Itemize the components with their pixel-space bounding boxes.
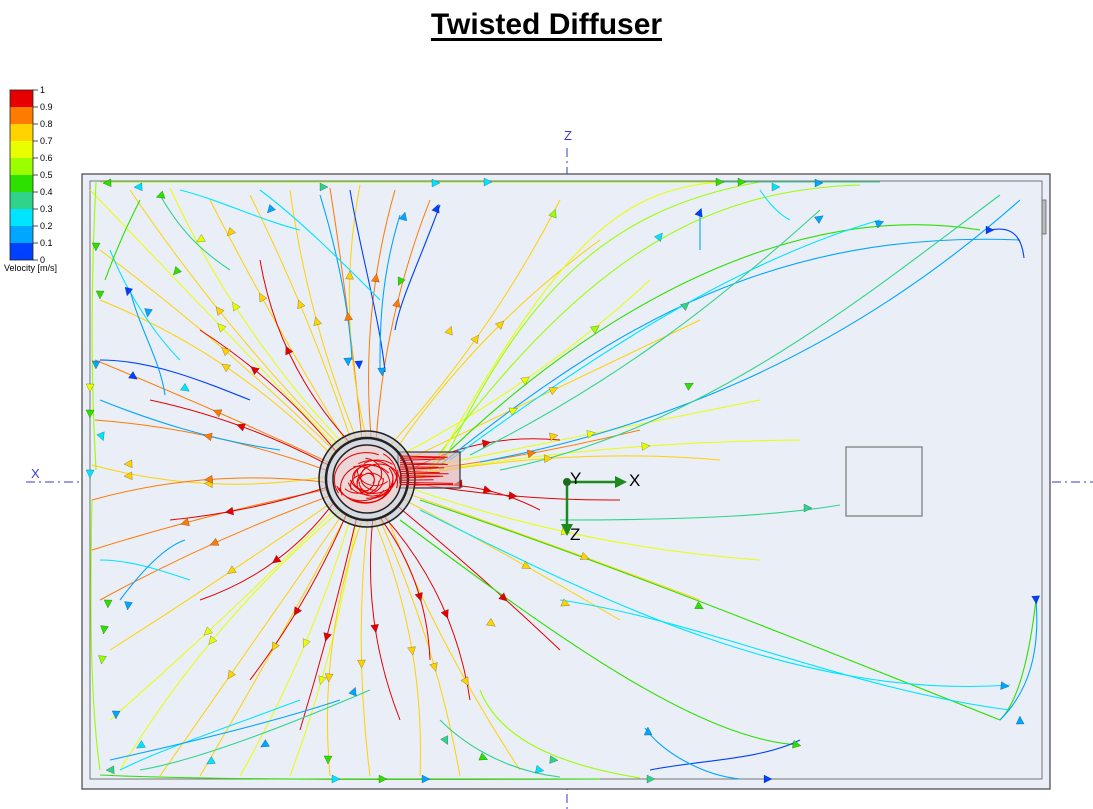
legend-swatch bbox=[10, 107, 33, 124]
legend-swatch bbox=[10, 124, 33, 141]
legend-swatch bbox=[10, 90, 33, 107]
velocity-legend: 1 0.9 0.8 0.7 0.6 0.5 0.4 0.3 0.2 0.1 0 Velocity [… bbox=[4, 85, 57, 273]
legend-swatch bbox=[10, 226, 33, 243]
legend-swatch bbox=[10, 175, 33, 192]
vent-opening bbox=[1041, 199, 1047, 235]
legend-tick-label: 0.4 bbox=[40, 187, 53, 197]
z-axis-label: Z bbox=[564, 128, 572, 143]
page-title: Twisted Diffuser bbox=[430, 8, 663, 41]
triad-z-label: Z bbox=[570, 525, 580, 544]
legend-tick-label: 0.7 bbox=[40, 136, 53, 146]
x-axis-label: X bbox=[31, 466, 40, 481]
legend-title: Velocity [m/s] bbox=[4, 263, 57, 273]
legend-tick-label: 0 bbox=[40, 255, 45, 265]
legend-swatch bbox=[10, 192, 33, 209]
legend-tick-labels: 1 0.9 0.8 0.7 0.6 0.5 0.4 0.3 0.2 0.1 0 bbox=[33, 85, 53, 265]
legend-tick-label: 1 bbox=[40, 85, 45, 95]
legend-tick-label: 0.6 bbox=[40, 153, 53, 163]
legend-swatch bbox=[10, 209, 33, 226]
legend-tick-label: 0.2 bbox=[40, 221, 53, 231]
legend-tick-label: 0.3 bbox=[40, 204, 53, 214]
twisted-diffuser bbox=[318, 430, 461, 528]
legend-tick-label: 0.1 bbox=[40, 238, 53, 248]
legend-swatch bbox=[10, 158, 33, 175]
legend-tick-label: 0.8 bbox=[40, 119, 53, 129]
outlet-box bbox=[845, 446, 923, 517]
legend-color-bar bbox=[9, 89, 34, 261]
triad-y-label: Y bbox=[570, 469, 581, 488]
legend-tick-label: 0.5 bbox=[40, 170, 53, 180]
legend-swatch bbox=[10, 243, 33, 260]
triad-x-label: X bbox=[629, 471, 640, 490]
diffuser-swirl bbox=[333, 452, 454, 504]
coordinate-triad: Y X Z bbox=[561, 469, 640, 544]
legend-swatch bbox=[10, 141, 33, 158]
legend-tick-label: 0.9 bbox=[40, 102, 53, 112]
streamline-arrows bbox=[85, 177, 1041, 784]
